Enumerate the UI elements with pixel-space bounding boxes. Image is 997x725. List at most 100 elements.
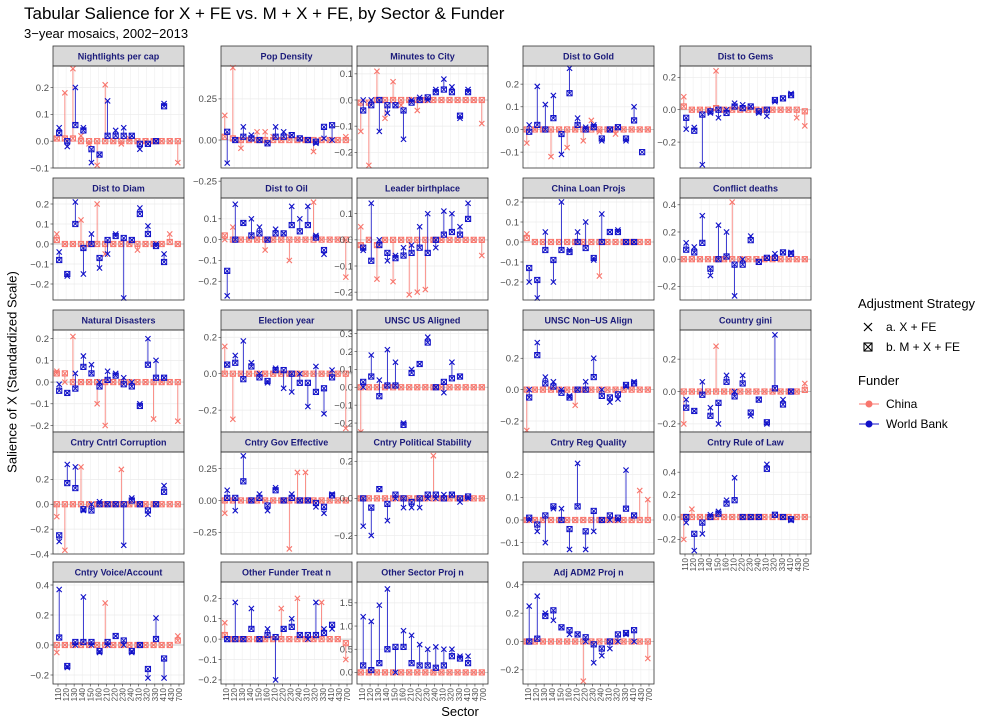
world-bank-point-a-stroke xyxy=(631,239,638,245)
world-bank-point-b xyxy=(384,102,391,109)
panel-minutes-to-city: Minutes to City−0.2−0.10.00.1 xyxy=(334,45,489,169)
world-bank-point-b-diag2 xyxy=(440,662,447,669)
y-tick-label: 0.2 xyxy=(340,457,353,468)
world-bank-point-b-diag2 xyxy=(264,632,271,638)
world-bank-point-b xyxy=(448,228,456,236)
world-bank-point-b-diag2 xyxy=(424,250,431,256)
china-point-b xyxy=(523,234,530,242)
world-bank-point-b xyxy=(312,388,320,396)
world-bank-point-b xyxy=(448,491,456,498)
china-point-a-stroke xyxy=(102,422,109,429)
world-bank-point-b xyxy=(328,122,336,129)
world-bank-point-a-stroke xyxy=(550,505,557,512)
china-point-b xyxy=(721,513,728,521)
x-tick-label: 110 xyxy=(54,687,63,700)
y-tick-label: −0.2 xyxy=(334,531,353,542)
world-bank-point-b xyxy=(639,149,646,156)
china-point-a-stroke xyxy=(454,669,461,676)
world-bank-point-a-stroke xyxy=(248,132,255,139)
world-bank-point-b xyxy=(606,394,613,401)
world-bank-point-b xyxy=(296,135,303,142)
panel-title: Leader birthplace xyxy=(385,184,460,194)
world-bank-point-b-diag2 xyxy=(534,122,541,128)
world-bank-point-b xyxy=(280,366,287,374)
world-bank-point-b xyxy=(224,494,231,501)
world-bank-point-a-stroke xyxy=(280,230,287,237)
world-bank-point-b xyxy=(408,498,415,506)
china-point-b xyxy=(53,641,60,649)
world-bank-point-b xyxy=(120,132,127,139)
china-point-a-stroke xyxy=(110,642,117,648)
china-point-a-stroke xyxy=(462,97,469,103)
china-point-b-diag2 xyxy=(78,138,84,145)
world-bank-point-b-diag2 xyxy=(707,514,714,520)
china-point-a-stroke xyxy=(246,370,252,377)
x-tick-label: 140 xyxy=(246,687,255,701)
world-bank-point-a-stroke xyxy=(296,497,303,504)
panel-title: Dist to Diam xyxy=(92,184,145,194)
world-bank-point-b xyxy=(280,497,287,504)
world-bank-point-b xyxy=(432,491,439,498)
china-point-b-diag2 xyxy=(229,370,236,377)
china-point-a-stroke xyxy=(761,388,768,395)
world-bank-point-b xyxy=(64,662,71,670)
china-point-a-stroke xyxy=(174,159,181,166)
world-bank-point-b-diag2 xyxy=(56,387,63,394)
world-bank-point-b xyxy=(288,494,295,501)
china-point-a-stroke xyxy=(556,386,563,393)
x-tick-label: 120 xyxy=(366,687,375,701)
world-bank-point-b xyxy=(384,500,391,508)
china-point-b xyxy=(531,386,538,393)
world-bank-point-b xyxy=(574,238,581,246)
world-bank-point-b-diag2 xyxy=(329,492,335,499)
china-point-a-stroke xyxy=(680,420,687,427)
world-bank-point-a-stroke xyxy=(457,653,463,660)
world-bank-point-b xyxy=(360,662,367,669)
panel-title: UNSC US Aligned xyxy=(385,316,461,326)
world-bank-point-b-diag2 xyxy=(416,662,423,669)
world-bank-point-a-stroke xyxy=(161,482,168,489)
china-point-a-stroke xyxy=(470,384,477,391)
world-bank-point-b-diag2 xyxy=(153,374,159,381)
china-point-b-diag2 xyxy=(713,388,719,395)
world-bank-point-b xyxy=(320,503,328,510)
world-bank-point-b-diag2 xyxy=(145,666,151,672)
world-bank-point-a-stroke xyxy=(558,199,565,205)
china-point-b xyxy=(588,238,595,246)
world-bank-point-b xyxy=(72,385,79,392)
world-bank-point-b-diag2 xyxy=(731,497,738,504)
x-tick-label: 410 xyxy=(786,557,795,571)
world-bank-point-a-stroke xyxy=(739,101,746,108)
world-bank-point-b-diag2 xyxy=(88,507,95,514)
world-bank-point-a-stroke xyxy=(280,385,287,392)
china-point-a-stroke xyxy=(286,636,293,643)
world-bank-point-b xyxy=(72,121,79,129)
world-bank-point-b-diag2 xyxy=(457,655,463,662)
panel-natural-disasters: Natural Disasters−0.2−0.10.00.10.2 xyxy=(30,309,185,433)
y-tick-label: 0.2 xyxy=(663,490,676,501)
china-point-a-stroke xyxy=(150,642,157,648)
china-point-a-stroke xyxy=(158,642,165,648)
world-bank-point-b-diag2 xyxy=(449,229,455,235)
world-bank-point-b xyxy=(56,634,63,641)
world-bank-point-a-stroke xyxy=(72,84,79,91)
world-bank-point-a-stroke xyxy=(376,236,383,243)
y-tick-label: 0.2 xyxy=(204,333,217,344)
world-bank-point-a-stroke xyxy=(623,137,629,144)
world-bank-point-a-stroke xyxy=(598,211,605,217)
china-point-b xyxy=(134,240,141,248)
china-point-b xyxy=(793,106,800,113)
y-tick-label: 0.1 xyxy=(340,209,353,220)
y-tick-label: 0.0 xyxy=(663,255,676,266)
world-bank-point-b xyxy=(464,215,472,223)
world-bank-point-a-stroke xyxy=(606,229,613,235)
world-bank-point-b-diag2 xyxy=(368,102,375,109)
world-bank-point-b-diag2 xyxy=(432,89,439,96)
world-bank-point-a-stroke xyxy=(264,236,271,243)
world-bank-point-b xyxy=(248,497,255,504)
china-point-b xyxy=(462,384,469,391)
china-point-b xyxy=(688,106,695,113)
world-bank-point-a-stroke xyxy=(384,257,391,264)
world-bank-point-a-stroke xyxy=(224,361,231,368)
china-point-a-stroke xyxy=(342,274,349,281)
